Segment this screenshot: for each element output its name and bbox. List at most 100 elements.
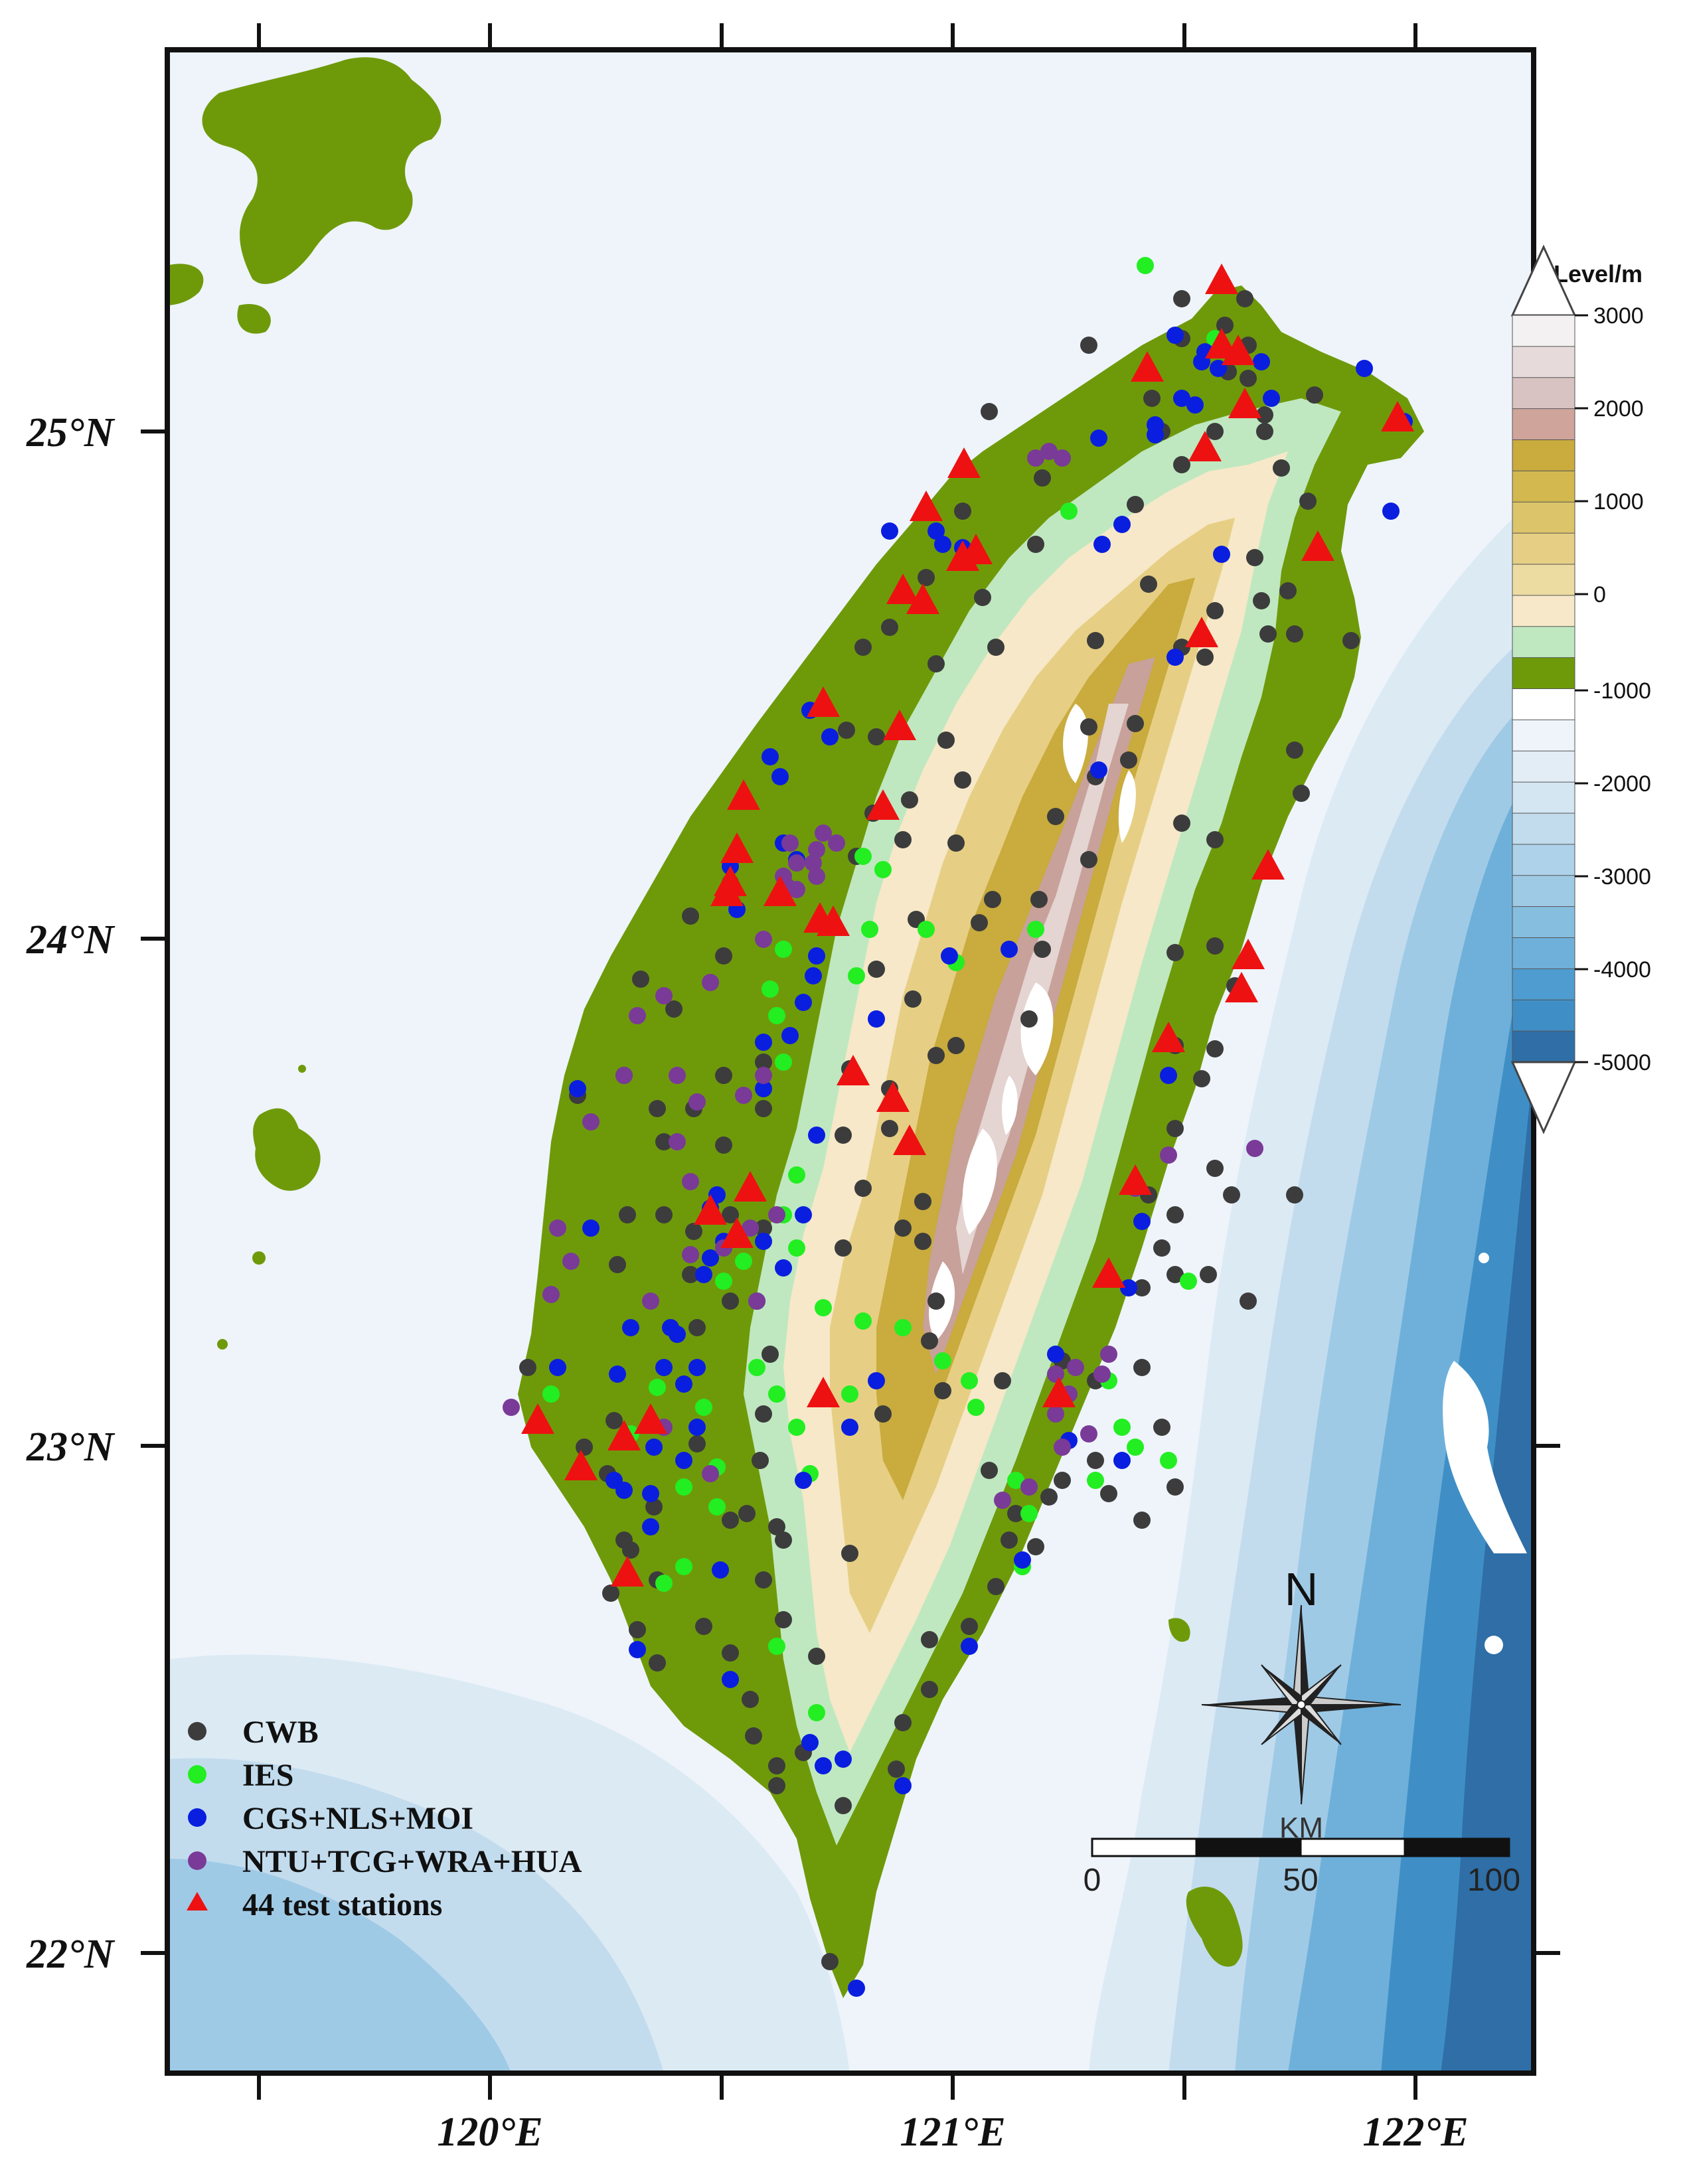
- cwb-station: [808, 1648, 825, 1665]
- ntu-station: [582, 1113, 600, 1131]
- cwb-station: [1206, 1040, 1224, 1057]
- ies-station: [775, 941, 792, 958]
- ies-station: [768, 1638, 785, 1655]
- ies-station: [748, 1359, 765, 1376]
- cwb-station: [1193, 1070, 1210, 1087]
- scale-bar: 0 50 100: [1084, 1837, 1520, 1898]
- cwb-station: [1293, 785, 1310, 802]
- cwb-station: [1027, 1538, 1044, 1555]
- test-station: [564, 1450, 598, 1480]
- cgs-station: [755, 1034, 772, 1051]
- ntu-station: [688, 1093, 706, 1111]
- cgs-station: [781, 1027, 799, 1044]
- cgs-station: [894, 1777, 912, 1794]
- test-station: [906, 584, 939, 614]
- cwb-station: [1273, 459, 1290, 477]
- cgs-station: [1113, 1452, 1131, 1469]
- cgs-station: [722, 1671, 739, 1688]
- cgs-station: [841, 1419, 858, 1436]
- lat-label-22: 22°N: [26, 1932, 116, 1977]
- cwb-station: [1206, 1160, 1224, 1177]
- cgs-station: [1213, 546, 1230, 563]
- colorbar-tick-label: -4000: [1593, 957, 1651, 982]
- cgs-station: [868, 1010, 885, 1028]
- cgs-station: [615, 1482, 633, 1499]
- cwb-station: [1034, 469, 1051, 487]
- cgs-station: [795, 994, 812, 1011]
- ntu-station: [682, 1173, 699, 1190]
- test-station: [1301, 530, 1334, 561]
- cwb-station: [1140, 576, 1157, 593]
- cwb-station: [768, 1777, 785, 1794]
- cwb-station: [921, 1681, 938, 1698]
- cgs-station: [868, 1372, 885, 1389]
- ntu-station: [742, 1219, 759, 1237]
- cwb-station: [738, 1505, 756, 1522]
- cwb-station: [1173, 815, 1190, 832]
- ies-station: [1007, 1472, 1024, 1489]
- cwb-station: [1246, 549, 1263, 566]
- compass-rose-icon: N KM: [1201, 1563, 1402, 1844]
- ies-station: [762, 980, 779, 998]
- colorbar-band: [1512, 813, 1575, 845]
- ntu-station: [642, 1292, 659, 1310]
- ies-station: [775, 1053, 792, 1071]
- ntu-station: [542, 1286, 560, 1303]
- test-station: [1185, 617, 1218, 647]
- cwb-station: [1127, 715, 1144, 732]
- cgs-station: [582, 1219, 600, 1237]
- cwb-station: [1100, 1485, 1117, 1502]
- cwb-station: [722, 1292, 739, 1310]
- cwb-station: [954, 771, 971, 789]
- cwb-station: [904, 990, 922, 1008]
- test-station: [1228, 388, 1261, 418]
- ntu-station: [815, 824, 832, 842]
- ies-station: [1127, 1439, 1144, 1456]
- colorbar-band: [1512, 470, 1575, 503]
- cwb-station: [1206, 937, 1224, 955]
- cwb-station: [1206, 423, 1224, 440]
- cgs-station: [961, 1638, 978, 1655]
- cgs-station: [934, 536, 951, 553]
- cwb-station: [715, 947, 732, 965]
- test-station: [807, 1377, 840, 1407]
- ies-station: [1160, 1452, 1177, 1469]
- cwb-station: [981, 403, 998, 420]
- colorbar-tick-label: -5000: [1593, 1050, 1651, 1075]
- cwb-station: [1047, 808, 1064, 825]
- colorbar-band: [1512, 1030, 1575, 1063]
- cwb-station: [685, 1223, 702, 1240]
- test-station: [876, 1081, 910, 1112]
- cwb-station: [987, 1578, 1004, 1595]
- ies-station: [735, 1253, 752, 1270]
- cgs-station: [1166, 327, 1184, 344]
- cgs-station: [881, 522, 898, 540]
- colorbar-tick-label: -2000: [1593, 771, 1651, 797]
- cwb-station: [918, 569, 935, 586]
- cwb-station: [984, 891, 1001, 908]
- cwb-station: [722, 1512, 739, 1529]
- cwb-station: [762, 1346, 779, 1363]
- cwb-station: [868, 728, 885, 745]
- scale-tick-100: 100: [1467, 1863, 1520, 1898]
- cgs-station: [762, 748, 779, 765]
- cgs-station: [688, 1359, 706, 1376]
- cwb-station: [894, 831, 912, 848]
- cwb-station: [947, 1037, 965, 1054]
- test-station: [720, 832, 754, 863]
- cwb-station: [1120, 751, 1137, 769]
- ies-station: [967, 1399, 985, 1416]
- cwb-station: [927, 1047, 945, 1064]
- ntu-station: [1054, 449, 1071, 467]
- cgs-station: [1001, 941, 1018, 958]
- ntu-station: [1067, 1359, 1084, 1376]
- cgs-station: [795, 1472, 812, 1489]
- cwb-station: [1166, 944, 1184, 961]
- ntu-station: [768, 1206, 785, 1223]
- cgs-station: [702, 1249, 719, 1267]
- ntu-station: [1160, 1146, 1177, 1164]
- test-station: [1152, 1022, 1185, 1052]
- cwb-station: [619, 1206, 636, 1223]
- legend-test-label: 44 test stations: [242, 1887, 442, 1922]
